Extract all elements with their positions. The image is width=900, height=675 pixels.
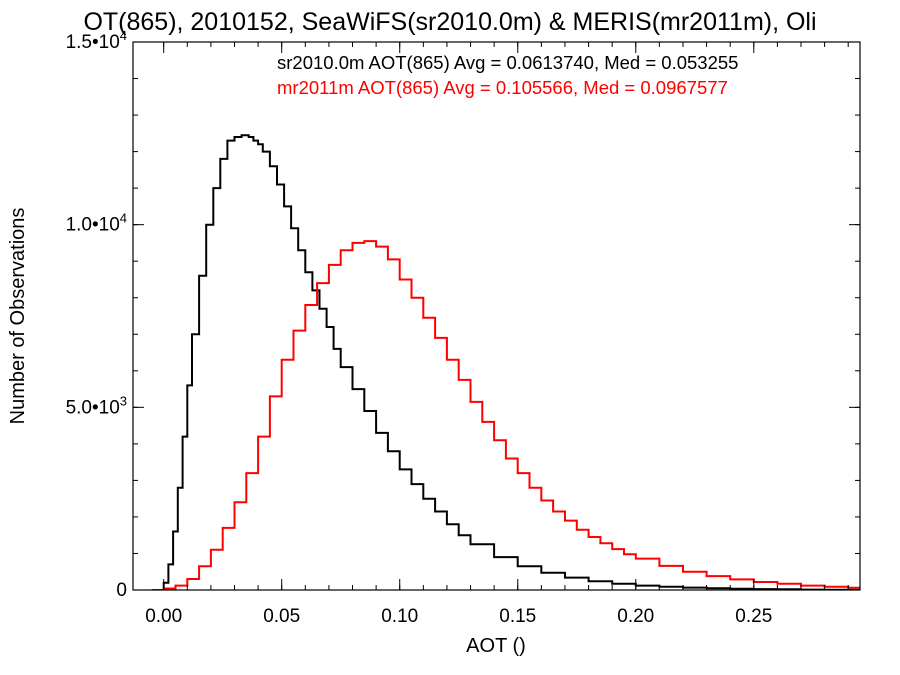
x-tick-label: 0.20 xyxy=(617,606,654,627)
x-tick-label: 0.05 xyxy=(263,606,300,627)
y-tick-label: 1.0•104 xyxy=(66,211,127,236)
annotation-mr2011-stats: mr2011m AOT(865) Avg = 0.105566, Med = 0… xyxy=(277,77,728,98)
x-axis-label: AOT () xyxy=(466,635,526,657)
plot-area xyxy=(151,134,860,590)
y-tick-label: 1.5•104 xyxy=(66,28,127,53)
x-tick-label: 0.00 xyxy=(145,606,182,627)
plot-frame xyxy=(132,41,861,591)
x-tick-label: 0.15 xyxy=(499,606,536,627)
y-tick-label: 5.0•103 xyxy=(66,393,127,418)
chart-title: OT(865), 2010152, SeaWiFS(sr2010.0m) & M… xyxy=(83,8,816,36)
series-line-mr2011 xyxy=(151,240,860,590)
series-line-sr2010 xyxy=(151,134,860,590)
x-tick-label: 0.25 xyxy=(735,606,772,627)
x-tick-label: 0.10 xyxy=(381,606,418,627)
y-axis-label: Number of Observations xyxy=(7,208,29,425)
y-tick-label: 0 xyxy=(116,580,127,601)
axes: 0.00 0.05 0.10 0.15 0.20 0.25 0 5.0•103 1.0•104 1… xyxy=(66,28,861,627)
annotation-sr2010-stats: sr2010.0m AOT(865) Avg = 0.0613740, Med … xyxy=(277,52,738,73)
